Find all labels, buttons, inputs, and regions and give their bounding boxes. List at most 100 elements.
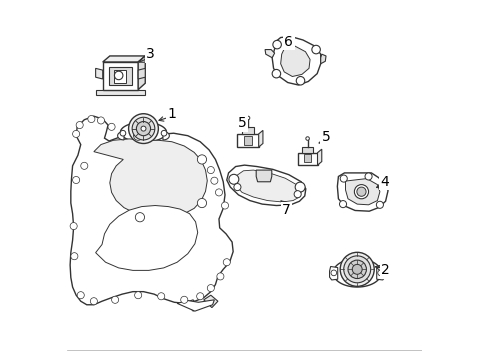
Polygon shape (280, 46, 309, 77)
Circle shape (215, 189, 222, 196)
Circle shape (108, 123, 115, 130)
Polygon shape (272, 36, 320, 85)
Polygon shape (264, 50, 274, 58)
Circle shape (340, 252, 373, 286)
Polygon shape (138, 68, 145, 79)
Circle shape (233, 184, 241, 191)
Circle shape (330, 270, 336, 276)
Polygon shape (258, 130, 263, 147)
Polygon shape (329, 266, 337, 280)
Polygon shape (120, 122, 166, 142)
Circle shape (356, 187, 366, 196)
Circle shape (77, 292, 84, 299)
Polygon shape (114, 70, 126, 82)
Circle shape (71, 253, 78, 260)
Circle shape (197, 198, 206, 208)
Circle shape (364, 173, 371, 180)
Polygon shape (332, 259, 381, 287)
Circle shape (339, 201, 346, 208)
Polygon shape (70, 116, 233, 305)
Text: 3: 3 (146, 47, 155, 61)
Circle shape (207, 167, 214, 174)
Circle shape (228, 174, 238, 184)
Polygon shape (185, 300, 198, 311)
Circle shape (221, 202, 228, 209)
Polygon shape (301, 147, 313, 153)
Polygon shape (108, 67, 132, 85)
Circle shape (81, 162, 88, 169)
Text: 6: 6 (284, 35, 293, 49)
Text: 1: 1 (167, 107, 176, 121)
Polygon shape (337, 173, 387, 211)
Polygon shape (345, 179, 379, 205)
Polygon shape (203, 295, 218, 307)
Circle shape (114, 71, 122, 80)
Circle shape (135, 213, 144, 222)
Polygon shape (226, 165, 305, 206)
Circle shape (196, 293, 203, 300)
Circle shape (141, 126, 145, 131)
Polygon shape (102, 56, 145, 62)
Polygon shape (320, 54, 325, 64)
Circle shape (161, 130, 166, 136)
Polygon shape (118, 131, 124, 140)
Polygon shape (102, 62, 138, 90)
Polygon shape (96, 206, 197, 270)
Polygon shape (163, 131, 169, 140)
Circle shape (311, 45, 320, 54)
Circle shape (76, 122, 83, 129)
Text: 7: 7 (282, 203, 290, 217)
Polygon shape (96, 68, 102, 79)
Circle shape (72, 130, 80, 138)
Circle shape (293, 191, 301, 198)
Circle shape (377, 270, 383, 276)
Circle shape (376, 201, 383, 208)
Circle shape (120, 130, 125, 136)
Circle shape (128, 114, 158, 144)
Polygon shape (304, 154, 310, 162)
Circle shape (295, 182, 305, 192)
Circle shape (134, 292, 142, 299)
Circle shape (90, 298, 97, 305)
Polygon shape (232, 170, 301, 202)
Circle shape (347, 260, 366, 279)
Text: 2: 2 (381, 264, 389, 278)
Circle shape (111, 296, 119, 303)
Circle shape (132, 117, 155, 140)
Polygon shape (177, 300, 214, 311)
Polygon shape (297, 153, 317, 165)
Polygon shape (138, 56, 145, 90)
Polygon shape (317, 149, 321, 165)
Polygon shape (94, 139, 207, 217)
Circle shape (181, 296, 187, 303)
Circle shape (210, 177, 218, 184)
Circle shape (207, 284, 214, 292)
Circle shape (272, 40, 281, 49)
Circle shape (223, 259, 230, 266)
Circle shape (197, 155, 206, 164)
Circle shape (72, 176, 80, 184)
Circle shape (97, 117, 104, 124)
Circle shape (133, 131, 142, 140)
Circle shape (70, 222, 77, 230)
Circle shape (305, 137, 309, 140)
Polygon shape (237, 134, 258, 147)
Circle shape (246, 116, 249, 120)
Polygon shape (376, 266, 384, 280)
Polygon shape (96, 90, 145, 95)
Text: 4: 4 (380, 175, 388, 189)
Circle shape (354, 185, 368, 199)
Circle shape (88, 116, 95, 123)
Polygon shape (244, 136, 252, 145)
Polygon shape (256, 170, 271, 182)
Circle shape (351, 264, 362, 274)
Text: 5: 5 (238, 116, 246, 130)
Circle shape (340, 175, 346, 182)
Circle shape (296, 77, 304, 85)
Polygon shape (241, 127, 254, 134)
Circle shape (157, 293, 164, 300)
Circle shape (343, 256, 370, 283)
Circle shape (136, 122, 150, 136)
Text: 5: 5 (321, 130, 330, 144)
Circle shape (216, 273, 224, 280)
